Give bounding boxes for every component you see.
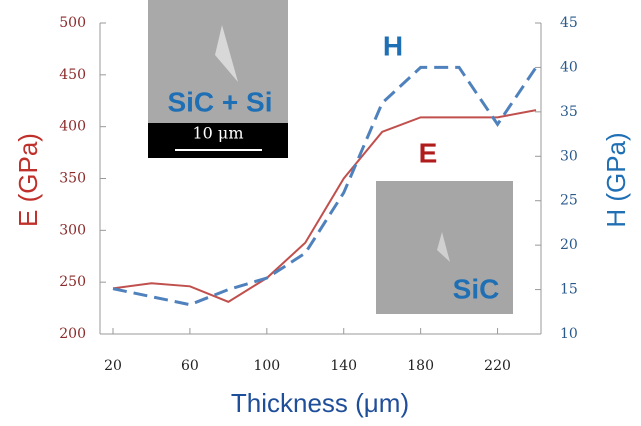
y2-tick-label: 35	[560, 104, 578, 120]
y2-tick-label: 40	[560, 59, 578, 75]
y-tick-label: 200	[59, 326, 86, 342]
scale-bar-box	[148, 123, 288, 158]
y2-tick-label: 10	[560, 326, 578, 342]
series-label: E	[419, 137, 438, 168]
y2-axis-label: H (GPa)	[601, 132, 631, 227]
y-tick-label: 300	[59, 222, 86, 238]
x-tick-label: 20	[104, 358, 122, 374]
y-tick-label: 450	[59, 67, 86, 83]
y2-tick-label: 25	[560, 193, 578, 209]
x-tick-label: 100	[253, 358, 280, 374]
y-tick-label: 250	[59, 274, 86, 290]
inset-label: SiC + Si	[167, 86, 272, 117]
y-tick-label: 500	[59, 15, 86, 31]
indent	[215, 25, 238, 82]
y2-tick-label: 45	[560, 15, 578, 31]
series-label: H	[383, 30, 403, 61]
y2-tick-label: 20	[560, 237, 578, 253]
y-tick-label: 400	[59, 119, 86, 135]
x-tick-label: 140	[330, 358, 357, 374]
y2-tick-label: 15	[560, 282, 578, 298]
x-tick-label: 180	[407, 358, 434, 374]
x-tick-label: 220	[484, 358, 511, 374]
y-tick-label: 350	[59, 171, 86, 187]
series-line	[112, 65, 538, 307]
scale-label: 10 μm	[192, 124, 243, 143]
x-axis-label: Thickness (μm)	[231, 388, 409, 418]
x-tick-label: 60	[181, 358, 199, 374]
y2-tick-label: 30	[560, 148, 578, 164]
indent	[437, 232, 450, 262]
inset-label: SiC	[453, 273, 500, 304]
series-line	[112, 109, 537, 303]
y-axis-label: E (GPa)	[13, 133, 43, 227]
